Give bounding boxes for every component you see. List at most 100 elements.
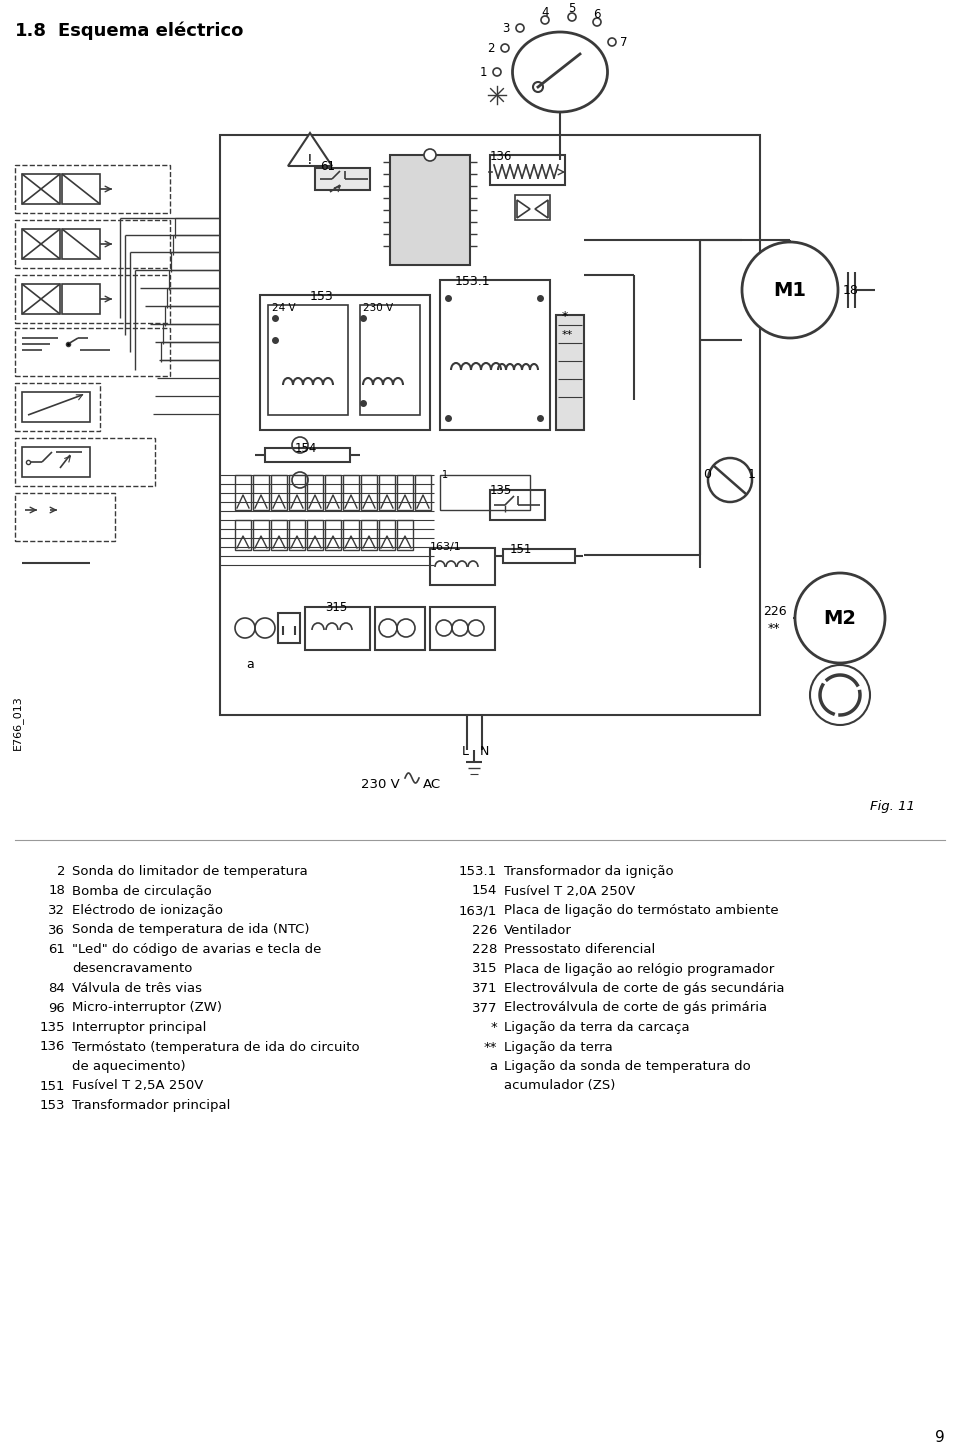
Text: a: a: [489, 1060, 497, 1073]
Bar: [440, 280, 550, 430]
Bar: [289, 520, 305, 550]
Circle shape: [593, 17, 601, 26]
Text: de aquecimento): de aquecimento): [72, 1060, 185, 1073]
Bar: [271, 520, 287, 550]
Circle shape: [516, 23, 524, 32]
Text: 135: 135: [39, 1021, 65, 1034]
Text: L: L: [462, 745, 468, 759]
Text: Placa de ligação do termóstato ambiente: Placa de ligação do termóstato ambiente: [504, 904, 779, 917]
Bar: [22, 392, 90, 422]
Bar: [361, 520, 377, 550]
Text: 3: 3: [503, 22, 510, 35]
Text: desencravamento: desencravamento: [72, 962, 192, 976]
Circle shape: [708, 459, 752, 502]
Bar: [15, 165, 170, 213]
Bar: [62, 175, 100, 204]
Text: Transformador principal: Transformador principal: [72, 1099, 230, 1112]
Bar: [260, 296, 430, 430]
Text: Electroválvula de corte de gás primária: Electroválvula de corte de gás primária: [504, 1002, 767, 1015]
Text: Micro-interruptor (ZW): Micro-interruptor (ZW): [72, 1002, 222, 1015]
Text: Válvula de três vias: Válvula de três vias: [72, 981, 202, 994]
Text: 36: 36: [48, 923, 65, 936]
Circle shape: [493, 68, 501, 76]
Circle shape: [424, 149, 436, 162]
Text: 153.1: 153.1: [459, 865, 497, 878]
Text: 2: 2: [57, 865, 65, 878]
Circle shape: [292, 472, 308, 488]
Text: 18: 18: [48, 884, 65, 897]
Text: 1: 1: [479, 66, 487, 79]
Text: 84: 84: [48, 981, 65, 994]
Text: Fig. 11: Fig. 11: [870, 799, 915, 812]
Bar: [430, 547, 495, 585]
Text: Bomba de circulação: Bomba de circulação: [72, 884, 212, 897]
Bar: [15, 275, 170, 323]
Bar: [235, 475, 251, 510]
Bar: [15, 383, 100, 431]
Text: Placa de ligação ao relógio programador: Placa de ligação ao relógio programador: [504, 962, 775, 976]
Text: Ventilador: Ventilador: [504, 923, 572, 936]
Text: Fusível T 2,5A 250V: Fusível T 2,5A 250V: [72, 1079, 204, 1092]
Text: 5: 5: [568, 3, 576, 16]
Text: 4: 4: [541, 6, 549, 19]
Text: *: *: [562, 310, 568, 323]
Text: 18: 18: [843, 284, 859, 297]
Bar: [265, 448, 350, 462]
Bar: [22, 229, 60, 259]
Text: E766_013: E766_013: [12, 696, 22, 750]
Bar: [305, 607, 370, 649]
Text: Pressostato diferencial: Pressostato diferencial: [504, 943, 656, 957]
Bar: [307, 520, 323, 550]
Text: 153: 153: [310, 290, 334, 303]
Text: 153.1: 153.1: [455, 275, 491, 288]
Bar: [430, 607, 495, 649]
Bar: [315, 167, 370, 189]
Text: 151: 151: [510, 543, 533, 556]
Text: N: N: [479, 745, 489, 759]
Text: a: a: [246, 658, 253, 671]
Circle shape: [541, 16, 549, 23]
Text: 226: 226: [763, 606, 786, 617]
Text: 230 V: 230 V: [363, 303, 394, 313]
Bar: [62, 284, 100, 314]
Text: "Led" do código de avarias e tecla de: "Led" do código de avarias e tecla de: [72, 943, 322, 957]
Bar: [361, 475, 377, 510]
Bar: [253, 520, 269, 550]
Bar: [271, 475, 287, 510]
Bar: [278, 613, 300, 644]
Circle shape: [533, 82, 543, 92]
Text: 6: 6: [593, 7, 601, 20]
Circle shape: [810, 665, 870, 725]
Text: 226: 226: [471, 923, 497, 936]
Text: 154: 154: [471, 884, 497, 897]
Bar: [307, 475, 323, 510]
Bar: [397, 475, 413, 510]
Bar: [268, 304, 348, 415]
Text: 9: 9: [935, 1430, 945, 1444]
Bar: [397, 520, 413, 550]
Bar: [556, 314, 584, 430]
Text: Ligação da sonda de temperatura do: Ligação da sonda de temperatura do: [504, 1060, 751, 1073]
Bar: [415, 475, 431, 510]
Bar: [375, 607, 425, 649]
Bar: [343, 520, 359, 550]
Text: 136: 136: [39, 1041, 65, 1054]
Text: Eléctrodo de ionização: Eléctrodo de ionização: [72, 904, 223, 917]
Text: Sonda de temperatura de ida (NTC): Sonda de temperatura de ida (NTC): [72, 923, 309, 936]
Text: 371: 371: [471, 981, 497, 994]
Text: 163/1: 163/1: [459, 904, 497, 917]
Text: M2: M2: [824, 609, 856, 628]
Bar: [22, 447, 90, 478]
Text: 61: 61: [320, 160, 335, 173]
Bar: [220, 135, 760, 715]
Bar: [15, 220, 170, 268]
Bar: [515, 195, 550, 220]
Text: 315: 315: [325, 601, 348, 614]
Bar: [325, 475, 341, 510]
Text: !: !: [307, 153, 313, 167]
Text: **: **: [484, 1041, 497, 1054]
Bar: [360, 304, 420, 415]
Text: *: *: [491, 1021, 497, 1034]
Text: 154: 154: [295, 443, 318, 454]
Text: Electroválvula de corte de gás secundária: Electroválvula de corte de gás secundári…: [504, 981, 784, 994]
